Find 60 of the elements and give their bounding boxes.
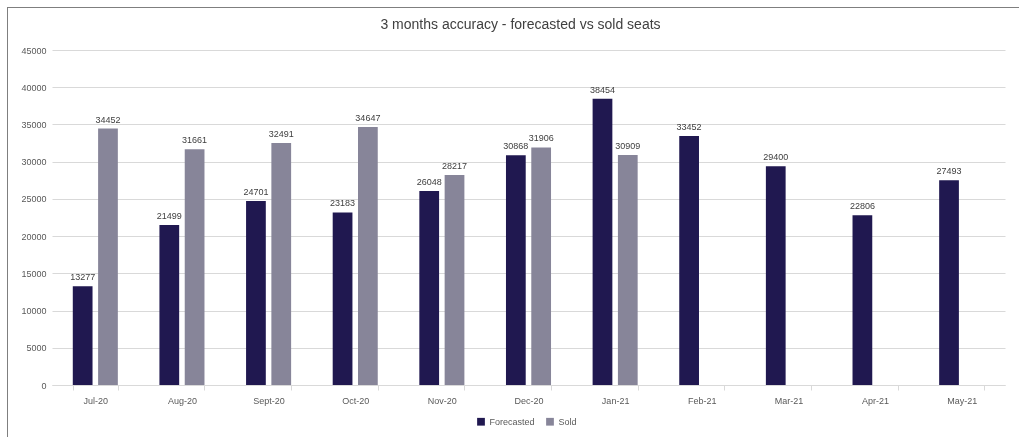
x-tick-label: Oct-20 <box>342 395 370 406</box>
data-label: 26048 <box>416 177 442 188</box>
bar <box>852 215 873 385</box>
data-label: 27493 <box>936 166 962 177</box>
data-label: 13277 <box>70 272 96 283</box>
x-tick-label: Apr-21 <box>862 395 890 406</box>
bar <box>419 191 440 385</box>
legend-label: Forecasted <box>489 416 535 427</box>
data-label: 34647 <box>355 113 381 124</box>
bar <box>271 143 292 385</box>
y-tick-label: 30000 <box>21 157 47 168</box>
y-tick-label: 40000 <box>21 82 47 93</box>
data-label: 33452 <box>676 121 702 132</box>
bar <box>72 286 93 385</box>
bar <box>617 154 638 385</box>
y-tick-label: 25000 <box>21 194 47 205</box>
data-label: 38454 <box>589 84 615 95</box>
y-tick-label: 45000 <box>21 45 47 56</box>
bar <box>939 180 959 385</box>
x-tick-label: Jul-20 <box>83 395 109 406</box>
y-tick-label: 20000 <box>21 231 47 242</box>
bar <box>98 128 118 385</box>
data-label: 30868 <box>503 141 529 152</box>
data-label: 24701 <box>243 187 269 198</box>
legend-label: Sold <box>558 416 577 427</box>
bar <box>592 98 613 385</box>
y-tick-label: 10000 <box>21 306 47 317</box>
x-tick-label: Nov-20 <box>427 395 457 406</box>
x-tick-label: Aug-20 <box>167 395 197 406</box>
data-label: 28217 <box>442 160 468 171</box>
x-tick-label: Feb-21 <box>688 395 717 406</box>
data-label: 34452 <box>95 114 121 125</box>
bar <box>184 149 205 385</box>
bar <box>765 166 786 385</box>
y-tick-label: 15000 <box>21 268 47 279</box>
data-label: 23183 <box>330 198 356 209</box>
x-tick-label: Dec-20 <box>514 395 544 406</box>
y-tick-label: 35000 <box>21 119 47 130</box>
x-tick-label: Mar-21 <box>774 395 804 406</box>
y-tick-label: 5000 <box>26 343 47 354</box>
data-label: 22806 <box>849 201 875 212</box>
bar <box>444 174 465 385</box>
x-tick-label: Jan-21 <box>601 395 630 406</box>
data-label: 29400 <box>763 152 789 163</box>
y-tick-label: 0 <box>41 380 47 391</box>
bar <box>505 155 526 385</box>
data-label: 21499 <box>156 210 182 221</box>
data-label: 31906 <box>528 133 554 144</box>
x-tick-label: May-21 <box>947 395 978 406</box>
data-label: 31661 <box>182 135 208 146</box>
bar <box>531 147 552 385</box>
data-label: 30909 <box>615 140 641 151</box>
bar <box>246 201 266 385</box>
data-label: 32491 <box>268 129 294 140</box>
bar <box>159 224 180 385</box>
bar <box>332 212 353 385</box>
x-tick-label: Sept-20 <box>253 395 285 406</box>
bar <box>358 127 378 385</box>
chart-title: 3 months accuracy - forecasted vs sold seats <box>380 16 661 32</box>
bar <box>679 135 699 385</box>
